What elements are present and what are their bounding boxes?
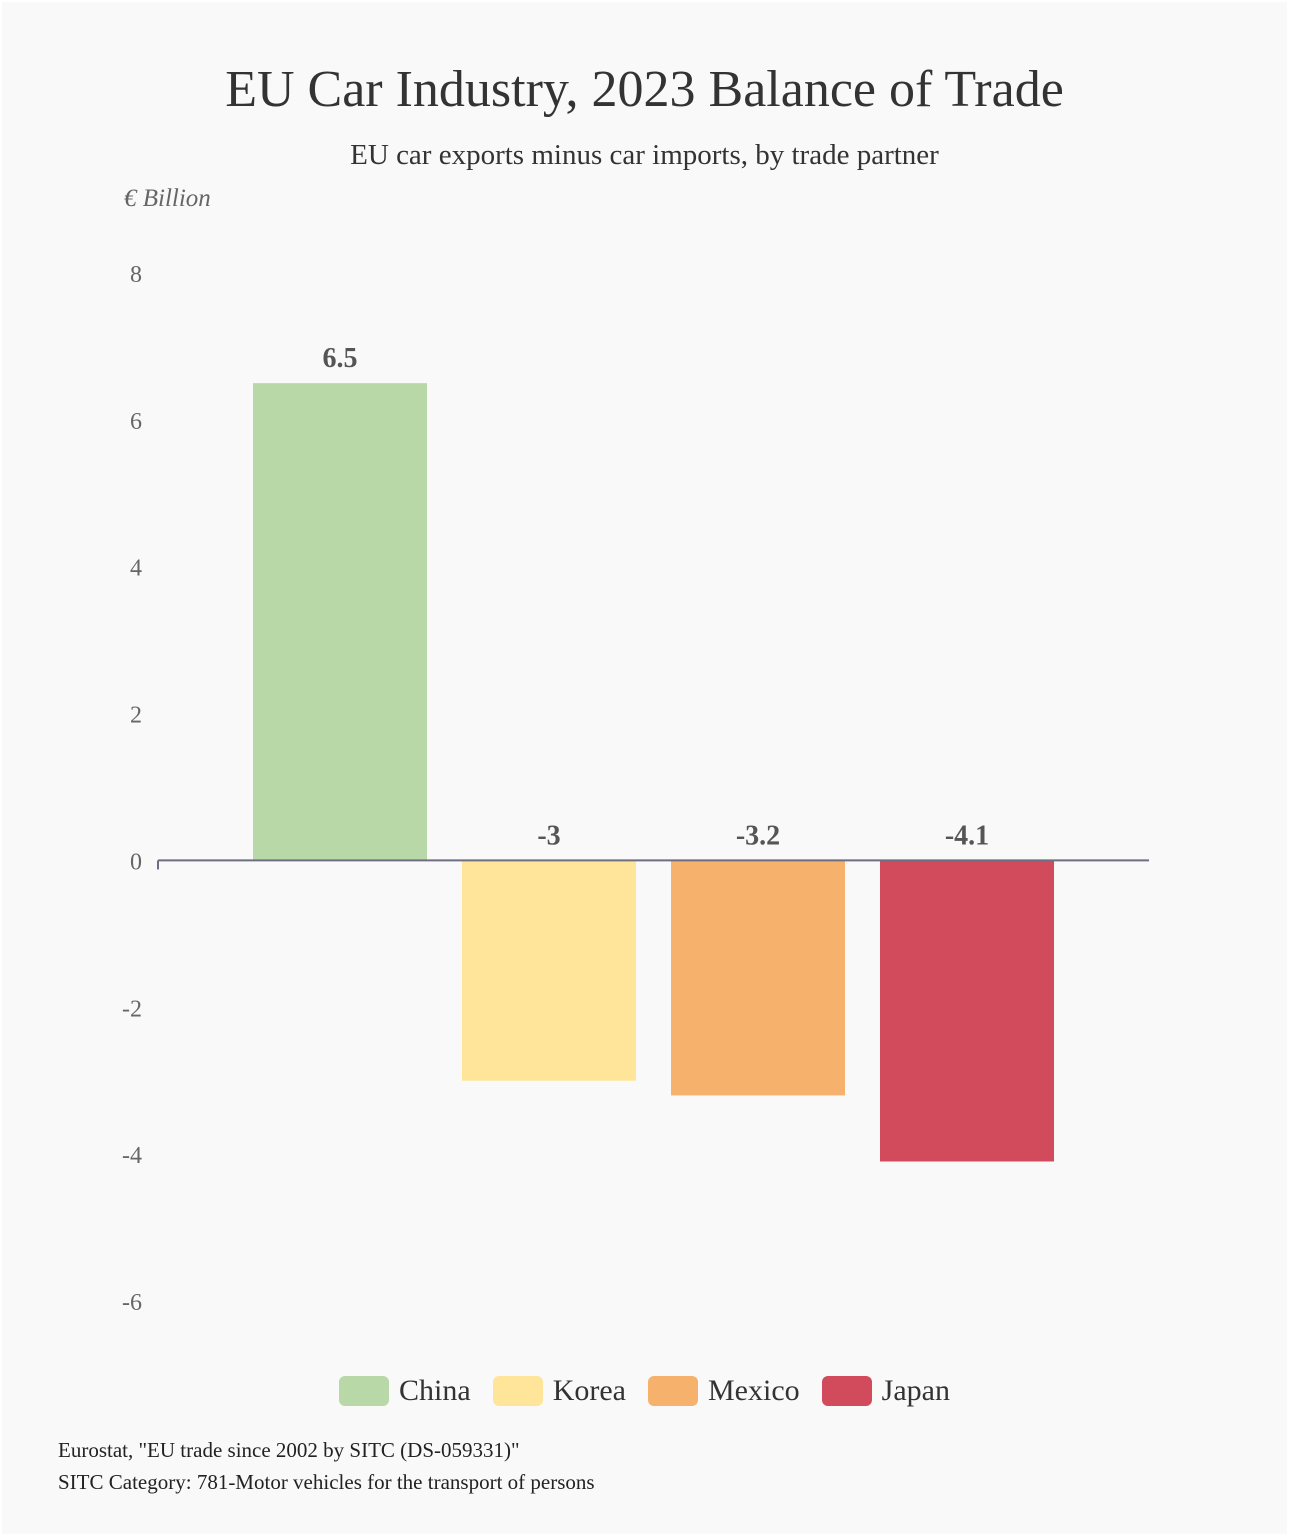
bar-china [253, 383, 427, 861]
y-tick-label: -2 [122, 996, 142, 1022]
legend-label: Korea [552, 1374, 626, 1407]
legend-item-korea[interactable]: Korea [492, 1374, 626, 1408]
legend-item-japan[interactable]: Japan [821, 1374, 950, 1408]
y-tick-label: 0 [130, 849, 142, 875]
y-tick-label: 2 [130, 703, 142, 729]
bar-japan [880, 860, 1054, 1162]
legend-label: Japan [881, 1374, 950, 1407]
data-label-japan: -4.1 [945, 820, 989, 851]
legend-item-mexico[interactable]: Mexico [648, 1374, 800, 1408]
legend-swatch [339, 1376, 390, 1406]
legend-swatch [648, 1376, 698, 1406]
legend-label: China [399, 1374, 471, 1407]
source-line-2: SITC Category: 781-Motor vehicles for th… [58, 1470, 595, 1494]
y-tick-label: 4 [130, 556, 142, 582]
y-tick-label: 8 [130, 262, 142, 288]
data-label-china: 6.5 [323, 343, 358, 374]
bar-korea [462, 860, 636, 1081]
y-tick-label: -6 [122, 1290, 142, 1316]
legend-item-china[interactable]: China [339, 1374, 471, 1408]
y-axis-ticks: 8 6 4 2 0 -2 -4 -6 [122, 262, 142, 1316]
bar-mexico [671, 860, 845, 1096]
bars-group [253, 383, 1054, 1162]
source-note: Eurostat, "EU trade since 2002 by SITC (… [58, 1434, 595, 1498]
y-tick-label: 6 [130, 409, 142, 435]
source-line-1: Eurostat, "EU trade since 2002 by SITC (… [58, 1438, 520, 1462]
data-labels-group: 6.5 -3 -3.2 -4.1 [323, 343, 990, 851]
chart-subtitle: EU car exports minus car imports, by tra… [350, 139, 939, 171]
legend-label: Mexico [708, 1374, 800, 1407]
y-axis-unit-label: € Billion [124, 185, 211, 212]
legend-swatch [821, 1376, 872, 1406]
legend: China Korea Mexico Japan [2, 1374, 1287, 1408]
bar-chart-svg: 8 6 4 2 0 -2 -4 -6 6.5 -3 -3.2 -4.1 [122, 262, 1149, 1316]
legend-swatch [492, 1376, 543, 1406]
y-tick-label: -4 [122, 1143, 142, 1169]
data-label-mexico: -3.2 [736, 820, 780, 851]
data-label-korea: -3 [537, 820, 560, 851]
chart-title: EU Car Industry, 2023 Balance of Trade [225, 61, 1064, 118]
